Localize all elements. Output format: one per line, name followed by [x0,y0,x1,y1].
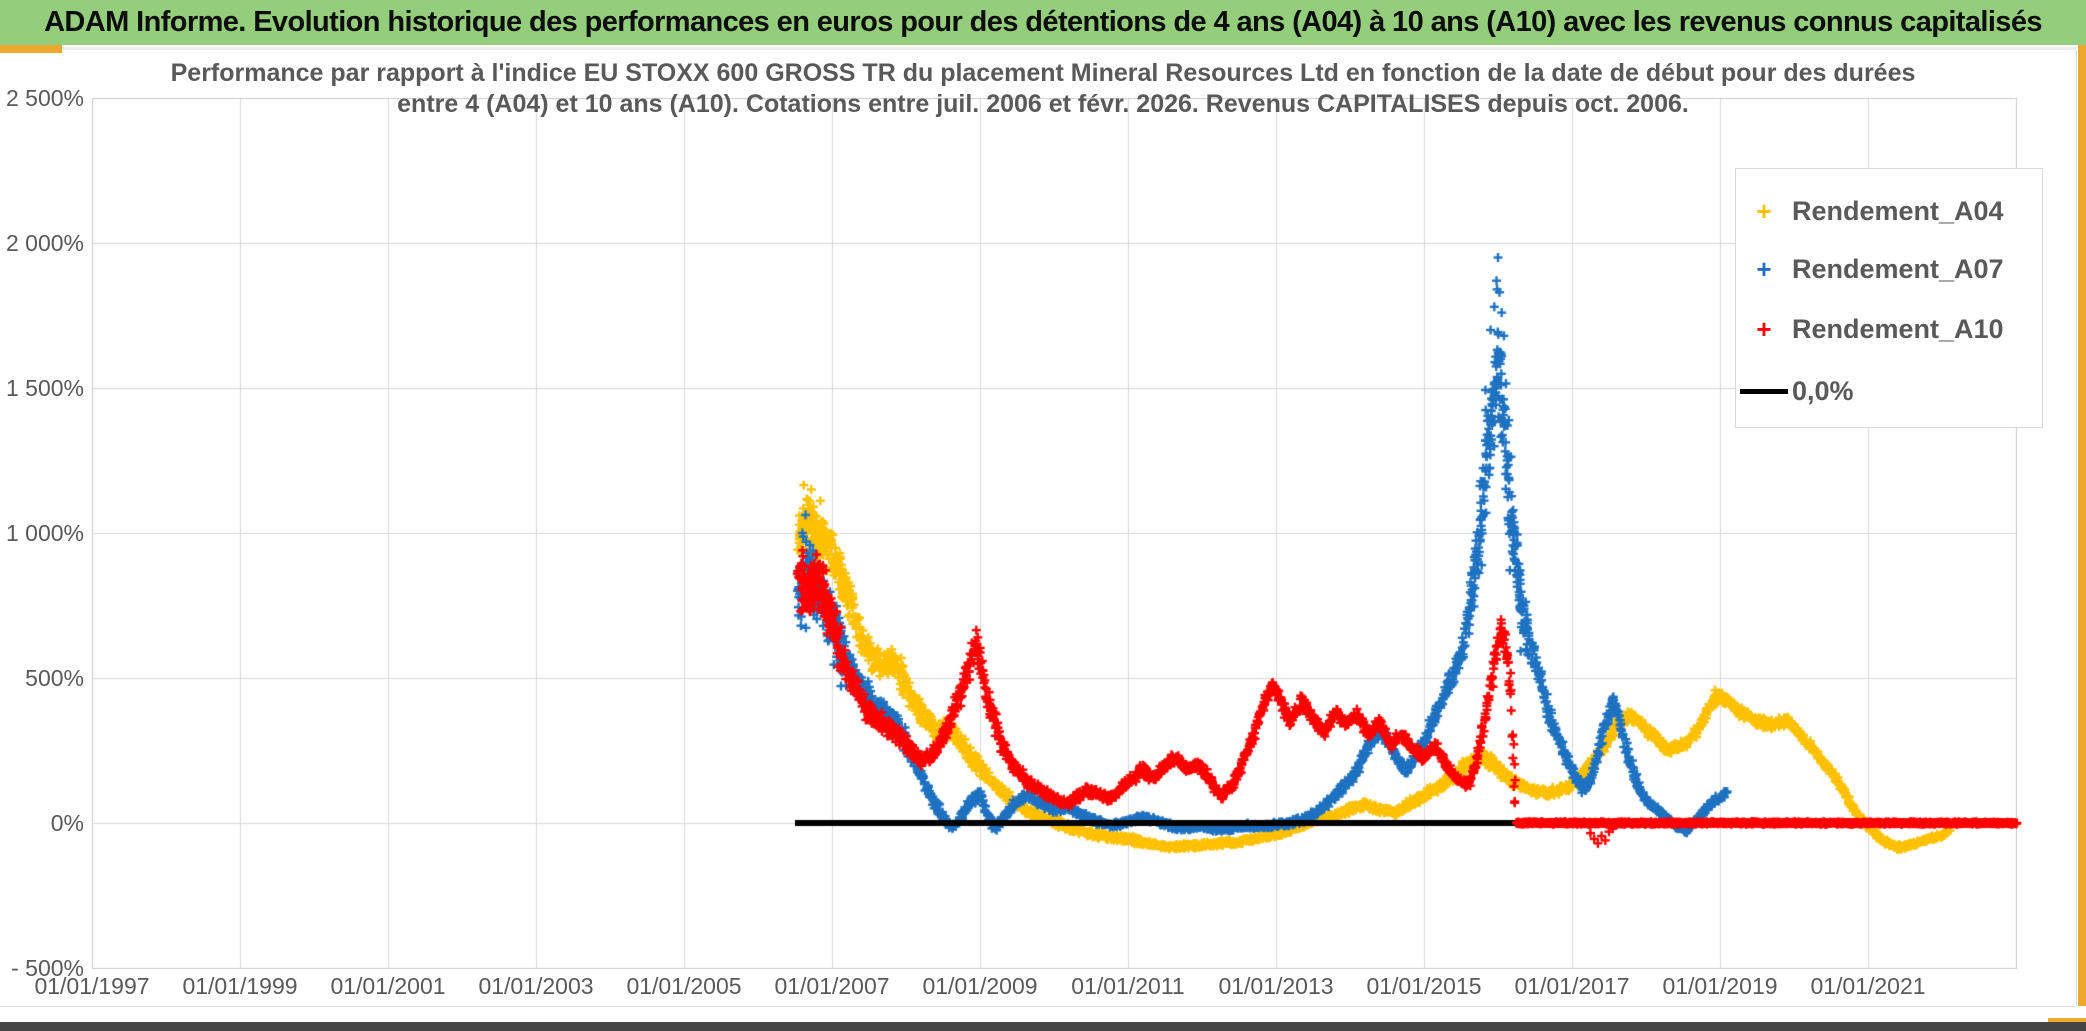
chart-title: Performance par rapport à l'indice EU ST… [0,58,2086,120]
zero-line-sample-icon [1740,388,1788,394]
x-axis-label: 01/01/2009 [922,973,1038,999]
gold-accent-top-left [0,45,62,53]
chart-border-right [2076,50,2077,1006]
legend-label: 0,0% [1792,375,1854,406]
legend-item-rendement-a07[interactable]: + Rendement_A07 [1736,249,2042,289]
x-axis-label: 01/01/2021 [1810,973,1926,999]
legend-label: Rendement_A10 [1792,313,2004,344]
y-axis-label: 2 500% [5,85,84,111]
x-axis-label: 01/01/2005 [626,973,742,999]
x-axis-label: 01/01/2007 [774,973,890,999]
x-axis-label: 01/01/2013 [1218,973,1334,999]
x-axis-label: 01/01/1999 [182,973,298,999]
y-axis-label: 2 000% [5,230,84,256]
x-axis-label: 01/01/2019 [1662,973,1778,999]
y-axis-label: 0% [50,810,84,836]
x-axis-label: 01/01/2011 [1071,973,1185,999]
page-title: ADAM Informe. Evolution historique des p… [0,0,2086,45]
chart-title-line-2: entre 4 (A04) et 10 ans (A10). Cotations… [397,90,1689,118]
x-axis-label: 01/01/2001 [330,973,446,999]
x-axis-label: 01/01/2003 [478,973,594,999]
x-axis-label: 01/01/1997 [34,973,150,999]
plus-marker-icon: + [1756,314,1772,344]
bottom-status-bar [0,1022,2086,1031]
plus-marker-icon: + [1756,254,1772,284]
y-axis-label: 1 500% [5,375,84,401]
x-axis-label: 01/01/2015 [1366,973,1482,999]
legend[interactable]: + Rendement_A04 + Rendement_A07 + Rendem… [1735,168,2043,428]
legend-item-rendement-a10[interactable]: + Rendement_A10 [1736,309,2042,349]
legend-label: Rendement_A04 [1792,195,2004,226]
x-axis-label: 01/01/2017 [1514,973,1630,999]
legend-label: Rendement_A07 [1792,253,2004,284]
legend-item-zero-line[interactable]: 0,0% [1736,371,2042,411]
y-axis-label: 1 000% [5,520,84,546]
header-underline [62,47,2076,50]
chart-title-line-1: Performance par rapport à l'indice EU ST… [170,59,1916,87]
y-axis-label: 500% [25,665,84,691]
chart-border-bottom [0,1006,2076,1007]
y-axis-label: - 500% [11,955,84,981]
plus-marker-icon: + [1756,196,1772,226]
gold-accent-right-edge [2078,45,2086,1006]
legend-item-rendement-a04[interactable]: + Rendement_A04 [1736,191,2042,231]
